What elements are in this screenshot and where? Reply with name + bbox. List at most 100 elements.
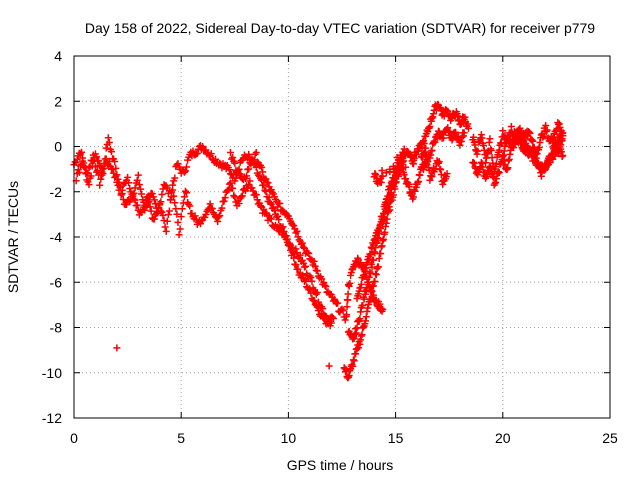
data-point	[411, 187, 419, 195]
data-point	[82, 170, 90, 178]
data-point	[379, 209, 387, 217]
data-point	[136, 185, 144, 193]
data-point	[225, 166, 233, 174]
data-point	[350, 357, 358, 365]
data-point	[474, 147, 482, 155]
y-tick-label: 0	[54, 139, 62, 155]
data-point	[306, 272, 314, 280]
data-point	[262, 175, 270, 183]
data-point	[280, 231, 288, 239]
data-point	[321, 281, 329, 289]
data-point	[147, 207, 155, 215]
data-point	[224, 186, 232, 194]
data-point	[378, 166, 386, 174]
data-point	[227, 179, 235, 187]
data-point	[325, 318, 333, 326]
data-point	[486, 135, 494, 143]
y-axis-title: SDTVAR / TECUs	[5, 181, 21, 293]
data-point	[100, 160, 108, 168]
data-point	[180, 168, 188, 176]
data-point	[220, 197, 228, 205]
data-point	[214, 218, 222, 226]
data-point	[556, 141, 564, 149]
data-point	[540, 132, 548, 140]
x-tick-label: 10	[281, 430, 297, 446]
data-point	[236, 170, 244, 178]
data-point	[231, 159, 239, 167]
data-point	[252, 148, 260, 156]
data-point	[166, 196, 174, 204]
data-point	[129, 190, 137, 198]
data-point	[175, 231, 183, 239]
data-point	[328, 313, 336, 321]
data-point	[215, 213, 223, 221]
data-point	[112, 164, 120, 172]
data-point	[94, 167, 102, 175]
data-point	[246, 177, 254, 185]
data-point	[300, 244, 308, 252]
data-point	[231, 193, 239, 201]
x-tick-labels: 0 5 10 15 20 25	[70, 430, 618, 446]
data-point	[306, 285, 314, 293]
data-point	[258, 163, 266, 171]
y-tick-label: -2	[50, 184, 63, 200]
data-point	[183, 163, 191, 171]
data-point	[274, 212, 282, 220]
data-point	[170, 192, 178, 200]
y-tick-label: -8	[50, 320, 63, 336]
data-point	[131, 196, 139, 204]
data-point	[360, 271, 368, 279]
data-point	[307, 273, 315, 281]
data-point	[349, 362, 357, 370]
data-point	[318, 275, 326, 283]
data-point	[83, 169, 91, 177]
data-point	[118, 186, 126, 194]
data-point	[371, 277, 379, 285]
data-point	[357, 280, 365, 288]
data-point	[157, 198, 165, 206]
data-point	[75, 168, 83, 176]
data-point	[181, 167, 189, 175]
data-point	[98, 171, 106, 179]
data-point	[367, 296, 375, 304]
data-point	[293, 227, 301, 235]
data-point	[339, 307, 347, 315]
data-point	[416, 171, 424, 179]
data-point	[405, 183, 413, 191]
data-point	[344, 296, 352, 304]
data-point	[370, 173, 378, 181]
data-point	[146, 203, 154, 211]
data-point	[164, 211, 172, 219]
data-point	[550, 147, 558, 155]
data-point	[322, 283, 330, 291]
y-tick-label: -12	[42, 410, 62, 426]
data-point	[358, 331, 366, 339]
data-point	[382, 169, 390, 177]
data-point	[199, 143, 207, 151]
y-tick-labels: -12 -10 -8 -6 -4 -2 0 2 4	[42, 48, 62, 426]
data-point	[354, 344, 362, 352]
data-point	[229, 153, 237, 161]
data-point	[310, 296, 318, 304]
data-point	[115, 178, 123, 186]
data-point	[87, 172, 95, 180]
data-point	[308, 277, 316, 285]
data-point	[108, 148, 116, 156]
data-point	[376, 300, 384, 308]
data-point	[264, 179, 272, 187]
data-point	[245, 165, 253, 173]
data-point	[99, 165, 107, 173]
data-point	[162, 227, 170, 235]
data-point	[267, 215, 275, 223]
data-point	[298, 239, 306, 247]
data-point	[289, 221, 297, 229]
data-point	[186, 202, 194, 210]
data-point	[299, 243, 307, 251]
data-point	[96, 181, 104, 189]
data-point	[221, 194, 229, 202]
data-point	[420, 139, 428, 147]
data-point	[117, 190, 125, 198]
data-point	[346, 279, 354, 287]
